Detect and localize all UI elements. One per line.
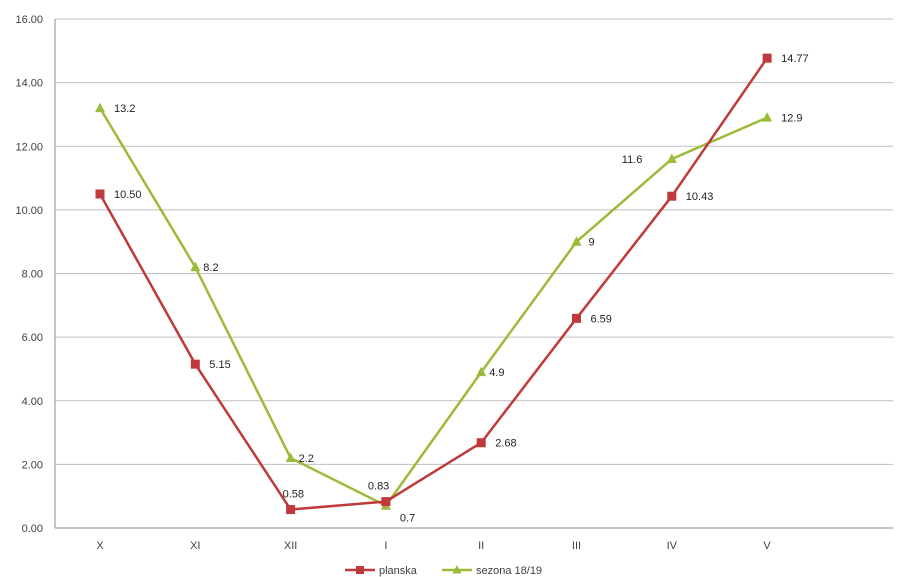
y-tick-label: 12.00: [15, 141, 43, 153]
x-tick-label: III: [572, 540, 581, 552]
data-point-square: [572, 313, 581, 323]
y-tick-label: 10.00: [15, 205, 43, 217]
data-point-triangle: [285, 452, 296, 463]
data-point-square: [762, 53, 772, 63]
data-point-square: [667, 191, 677, 201]
data-label: 0.58: [283, 489, 304, 501]
y-tick-label: 6.00: [22, 332, 43, 344]
x-axis-tick-labels: X XI XII I II III IV V: [96, 540, 771, 552]
data-label: 14.77: [781, 53, 809, 65]
series-line: [98, 107, 768, 507]
data-point-triangle: [762, 112, 773, 122]
x-tick-label: II: [478, 540, 484, 552]
legend-label: planska: [379, 565, 418, 577]
data-label: 10.50: [114, 189, 142, 201]
data-label: 10.43: [686, 191, 714, 203]
y-tick-label: 16.00: [15, 14, 43, 26]
data-point-triangle: [571, 236, 582, 246]
y-tick-label: 8.00: [22, 269, 43, 281]
y-tick-label: 0.00: [22, 523, 43, 535]
legend-marker-triangle: [452, 565, 462, 574]
y-tick-label: 4.00: [22, 396, 43, 408]
x-tick-label: X: [96, 540, 104, 552]
data-label: 11.6: [622, 154, 643, 166]
data-labels: 10.50 5.15 0.58 0.83 2.68 6.59 10.43 14.77 13.2 8…: [114, 53, 809, 525]
data-point-square: [476, 438, 486, 448]
data-label: 2.68: [495, 438, 516, 450]
legend-marker-square: [356, 566, 364, 574]
legend-item: sezona 18/19: [442, 565, 542, 577]
data-label: 0.7: [400, 513, 415, 525]
legend-label: sezona 18/19: [476, 565, 542, 577]
data-point-square: [286, 505, 296, 515]
data-point-triangle: [476, 366, 487, 377]
data-point-triangle: [666, 153, 677, 163]
x-tick-label: V: [763, 540, 771, 552]
data-label: 13.2: [114, 103, 135, 115]
legend: planska sezona 18/19: [345, 565, 542, 577]
data-label: 9: [589, 237, 595, 249]
y-tick-label: 14.00: [15, 78, 43, 90]
x-tick-label: XI: [190, 540, 200, 552]
series-line: [98, 57, 769, 511]
x-tick-label: IV: [667, 540, 678, 552]
data-point-square: [381, 497, 391, 507]
data-label: 12.9: [781, 113, 802, 125]
data-label: 5.15: [209, 359, 230, 371]
data-point-triangle: [190, 261, 201, 272]
data-label: 4.9: [489, 367, 504, 379]
series-lines: [95, 53, 773, 515]
y-axis-tick-labels: 0.00 2.00 4.00 6.00 8.00 10.00 12.00 14.00 16.00: [15, 14, 43, 535]
data-label: 0.83: [368, 481, 389, 493]
x-tick-label: I: [384, 540, 387, 552]
data-point-square: [190, 359, 200, 369]
y-tick-label: 2.00: [22, 459, 43, 471]
data-point-square: [95, 189, 105, 199]
data-point-triangle: [95, 102, 105, 113]
data-label: 2.2: [299, 453, 314, 465]
legend-item: planska: [345, 565, 418, 577]
data-label: 6.59: [591, 313, 612, 325]
gridlines: [54, 18, 893, 529]
x-tick-label: XII: [284, 540, 297, 552]
data-label: 8.2: [203, 262, 218, 274]
